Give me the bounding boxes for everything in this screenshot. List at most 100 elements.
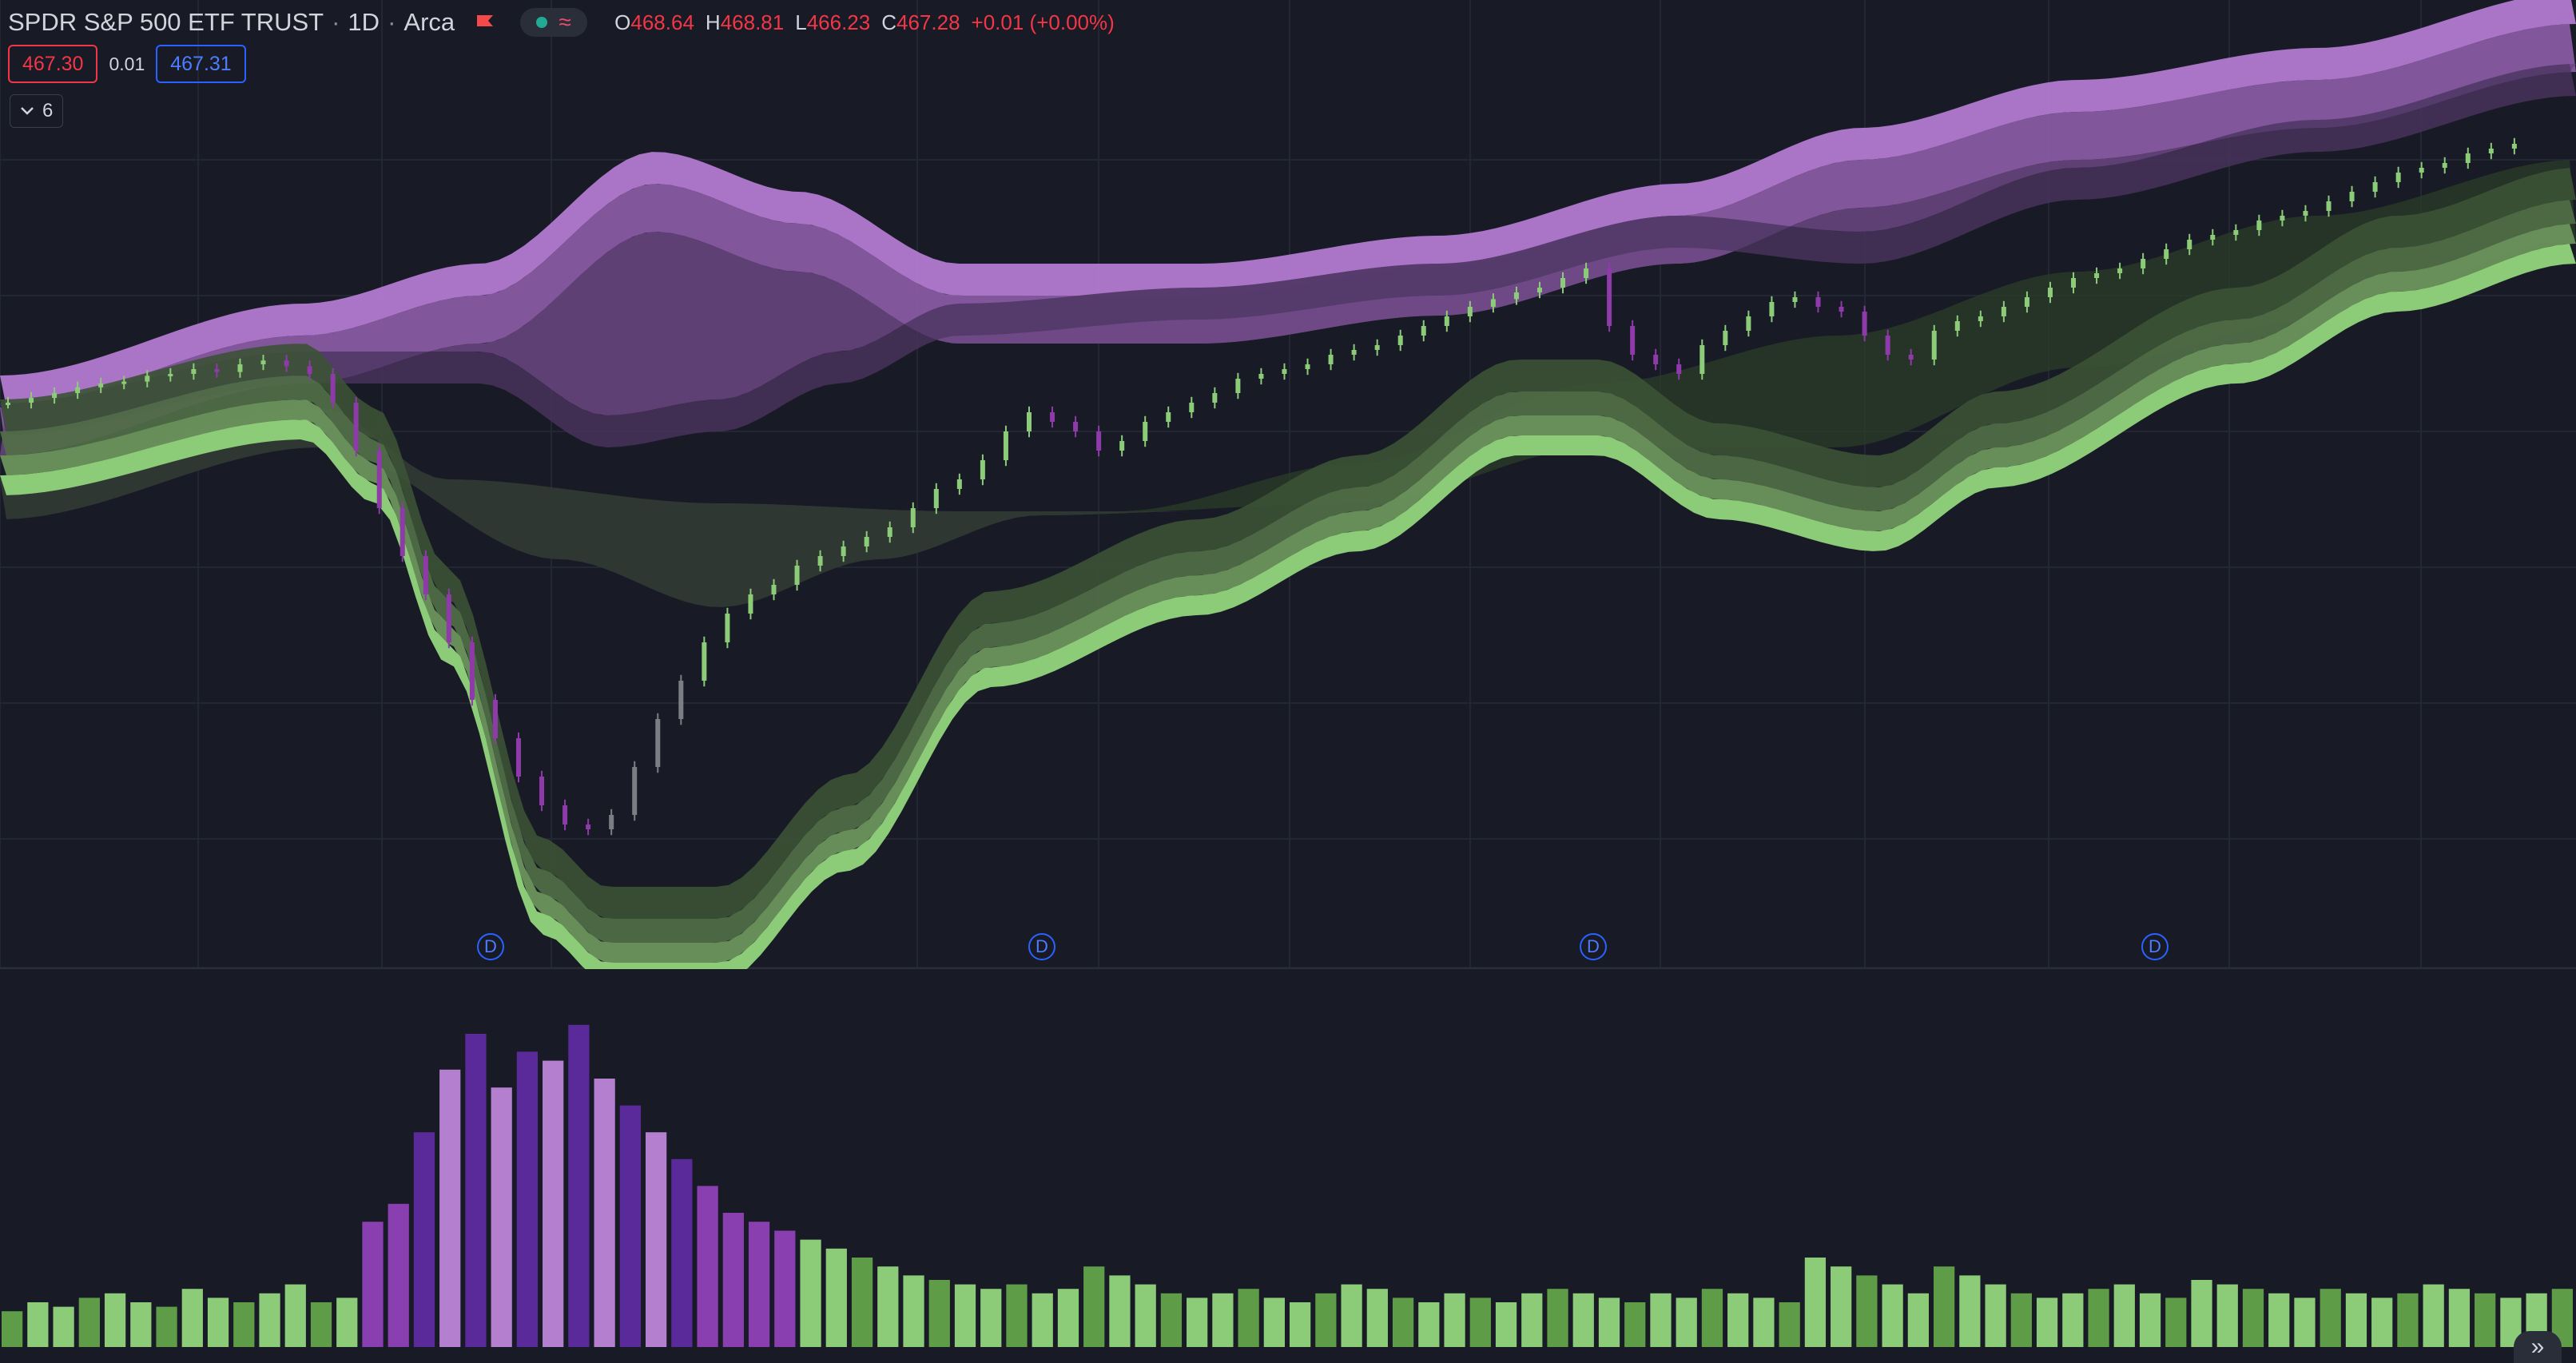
candle-body [237,364,243,372]
dividend-marker[interactable]: D [477,933,504,960]
volume-bar [2423,1284,2444,1347]
volume-bar [1212,1293,1234,1347]
candle-body [1119,441,1125,451]
volume-bar [774,1230,796,1347]
candle-body [2395,173,2401,182]
symbol-name[interactable]: SPDR S&P 500 ETF TRUST [8,8,324,36]
candle-body [1143,422,1148,441]
volume-bar [2448,1289,2471,1347]
volume-bar [594,1079,615,1347]
candle-body [1607,268,1612,326]
volume-bar [1392,1297,1414,1347]
candle-body [2210,235,2216,240]
candle-body [376,451,382,508]
close-value: 467.28 [896,10,960,34]
candle-body [260,360,266,364]
candle-body [1839,307,1844,312]
volume-bar [284,1284,306,1347]
candle-body [933,489,939,508]
candle-body [2511,144,2517,149]
candle-body [1003,431,1008,460]
candle-body [1723,331,1728,345]
candle-body [841,546,846,556]
volume-bar [1701,1289,1723,1347]
candle-body [1792,297,1798,302]
volume-bar [2320,1289,2341,1347]
buy-price-button[interactable]: 467.31 [156,45,246,83]
symbol-header: SPDR S&P 500 ETF TRUST · 1D · Arca ≈ O46… [8,5,1115,40]
volume-bar [2268,1293,2290,1347]
volume-bar [2191,1280,2212,1347]
candle-body [2141,259,2146,268]
candle-body [1908,355,1914,360]
candle-body [539,777,545,805]
candle-body [1653,355,1659,364]
candle-body [2419,168,2424,173]
candle-body [1490,299,1496,307]
candle-body [2024,297,2029,307]
volume-pane-background [0,969,2576,1363]
volume-bar [1135,1284,1156,1347]
candle-body [191,369,197,374]
volume-bar [1521,1293,1543,1347]
high-label: H [705,10,721,34]
candle-body [2326,201,2332,211]
volume-bar [53,1306,74,1347]
candle-body [1189,403,1195,412]
candle-body [563,805,568,825]
candle-body [1258,374,1264,379]
indicators-toggle-button[interactable]: 6 [10,94,64,128]
candle-body [1282,369,1287,374]
candle-body [2256,221,2262,230]
change-value: +0.01 (+0.00%) [971,10,1115,34]
volume-bar [2062,1293,2084,1347]
upper-band-layer [0,64,2576,455]
candle-body [1815,297,1821,307]
volume-bar [1057,1289,1079,1347]
candle-body [1096,431,1102,451]
scroll-to-realtime-button[interactable]: » [2514,1331,2562,1363]
candle-body [214,369,220,372]
candle-body [1978,316,1983,321]
candle-body [98,383,104,387]
flag-icon[interactable] [475,12,495,33]
candle-body [75,387,81,393]
volume-bar [1032,1293,1053,1347]
candle-body [1444,316,1449,326]
candle-body [771,585,777,594]
dividend-marker[interactable]: D [1028,933,1055,960]
candle-body [632,767,638,815]
candle-body [1769,302,1775,316]
candle-body [609,815,614,829]
candle-body [956,479,962,489]
candle-body [1305,364,1310,369]
candle-body [492,700,498,738]
volume-bar [1624,1302,1646,1347]
candle-body [1931,331,1937,360]
volume-bar [2,1311,23,1347]
volume-bar [1469,1297,1491,1347]
volume-bar [980,1289,1002,1347]
candle-body [702,642,707,681]
volume-bar [439,1069,461,1347]
candle-body [2094,273,2100,278]
candle-body [794,566,800,585]
wave-icon: ≈ [559,10,571,34]
volume-bar [2036,1297,2058,1347]
volume-bar [388,1203,409,1347]
volume-bar [748,1222,770,1347]
sell-price-button[interactable]: 467.30 [8,45,98,83]
dividend-marker[interactable]: D [1580,933,1607,960]
dividend-marker[interactable]: D [2141,933,2169,960]
volume-bar [1109,1275,1131,1347]
volume-bar [568,1024,590,1347]
volume-bar [1341,1284,1362,1347]
candle-body [2001,307,2006,316]
candle-body [2117,268,2123,273]
interval-label[interactable]: 1D [348,8,380,36]
market-status-toggle[interactable]: ≈ [520,8,588,37]
candle-body [1073,422,1079,431]
volume-bar [1315,1293,1337,1347]
